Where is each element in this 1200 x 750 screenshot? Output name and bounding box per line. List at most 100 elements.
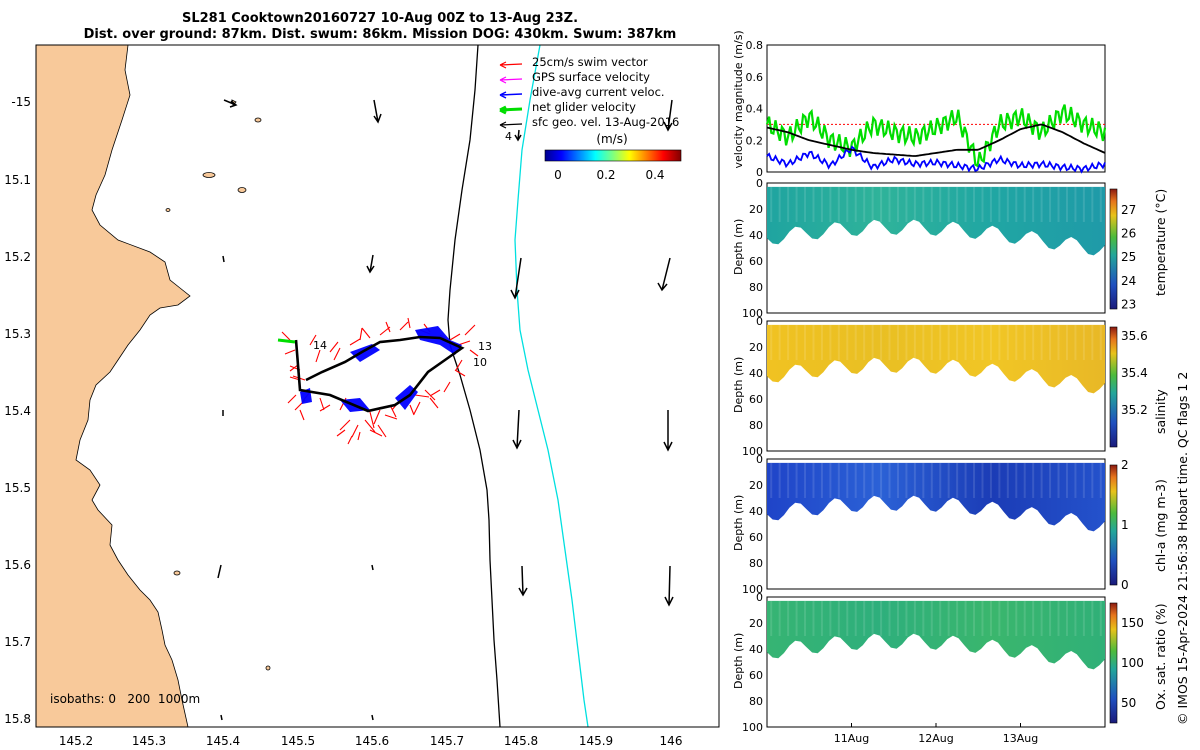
section-cbar-tick: 150 [1121,616,1144,630]
figure-subtitle: Dist. over ground: 87km. Dist. swum: 86k… [83,27,677,42]
section-data-field [767,462,1105,532]
track-label-13: 13 [478,340,492,353]
section-data-field [767,186,1105,256]
section-x-tick: 13Aug [1003,732,1038,745]
track-label-10: 10 [473,356,487,369]
colorbar-title: (m/s) [596,132,627,146]
map-y-tick: 15.3 [4,327,31,341]
section-y-tick: 0 [756,315,763,328]
section-y-tick: 100 [742,721,763,734]
section-cbar-label: temperature (°C) [1153,189,1168,296]
section-y-tick: 60 [749,255,763,268]
isobaths-label: isobaths: 0 200 1000m [50,692,200,706]
section-cbar-label: salinity [1153,389,1168,434]
legend-swim: 25cm/s swim vector [532,55,648,69]
velocity-series-sfc-geo-vel- [766,123,1106,157]
section-cbar-tick: 24 [1121,274,1136,288]
map-frame [35,44,720,728]
section-y-label: Depth (m) [732,495,745,551]
map-y-tick: 15.2 [4,250,31,264]
section-colorbar [1109,602,1118,724]
section-cbar-tick: 25 [1121,250,1136,264]
section-y-label: Depth (m) [732,219,745,275]
map-x-tick: 145.8 [504,734,538,748]
map-y-tick: 15.6 [4,558,31,572]
island [173,570,181,576]
section-data-field [767,324,1105,394]
map-y-tick: 15.4 [4,404,31,418]
legend-gps-icon [499,76,523,84]
velocity-y-tick: 0.8 [746,39,764,52]
legend-geo-icon [499,121,523,129]
section-cbar-tick: 26 [1121,227,1136,241]
section-cbar-tick: 0 [1121,578,1129,592]
section-cbar-tick: 35.6 [1121,329,1148,343]
section-y-label: Depth (m) [732,633,745,689]
section-y-tick: 100 [742,307,763,320]
island [202,172,216,178]
section-y-tick: 80 [749,557,763,570]
section-y-tick: 80 [749,695,763,708]
colorbar-tick: 0.2 [596,168,615,182]
map-x-tick: 145.7 [430,734,464,748]
map-colorbar: (m/s) 0 0.2 0.4 [544,132,682,182]
section-cbar-tick: 35.2 [1121,403,1148,417]
section-panel-2: 0 20 40 60 80 100 Depth (m) 35.2 35.4 35.6 salinit… [732,315,1168,458]
map-x-tick: 145.5 [281,734,315,748]
colorbar-tick: 0.4 [645,168,664,182]
island [265,665,271,671]
island [237,187,247,193]
section-y-tick: 80 [749,419,763,432]
section-cbar-tick: 100 [1121,656,1144,670]
legend-gps: GPS surface velocity [532,70,650,84]
legend-net-icon [499,105,523,115]
footer-credit: © IMOS 15-Apr-2024 21:56:38 Hobart time.… [1175,372,1190,725]
land-mass [36,45,191,727]
section-y-tick: 40 [749,367,763,380]
map-y-axis: -15 15.1 15.2 15.3 15.4 15.5 15.6 15.7 1… [4,95,31,726]
section-y-tick: 0 [756,453,763,466]
section-x-tick: 11Aug [834,732,869,745]
island [165,208,171,212]
legend-net: net glider velocity [532,100,636,114]
section-y-tick: 20 [749,617,763,630]
section-cbar-tick: 23 [1121,297,1136,311]
map-panel: 14 13 10 4 145.2 145.3 145.4 145.5 145.6… [4,44,720,748]
map-x-tick: 145.6 [355,734,389,748]
section-y-tick: 20 [749,479,763,492]
velocity-y-tick: 0.6 [746,71,764,84]
section-cbar-label: chl-a (mg m-3) [1153,479,1168,572]
map-x-tick: 145.4 [206,734,240,748]
section-y-tick: 100 [742,445,763,458]
section-data-field [767,600,1105,670]
colorbar-gradient [544,149,682,162]
section-cbar-tick: 50 [1121,696,1136,710]
section-cbar-tick: 1 [1121,518,1129,532]
section-colorbar [1109,326,1118,448]
section-colorbar [1109,188,1118,310]
section-panel-1: 0 20 40 60 80 100 Depth (m) 23 24 25 26 27 temperatu… [732,177,1168,320]
colorbar-tick: 0 [554,168,562,182]
island [254,117,262,123]
legend-current: dive-avg current veloc. [532,85,665,99]
section-y-tick: 20 [749,341,763,354]
map-y-tick: -15 [11,95,31,109]
glider-track [294,335,465,413]
velocity-y-tick: 0.4 [746,103,764,116]
track-label-4: 4 [505,130,512,143]
legend-current-icon [499,91,523,99]
section-cbar-tick: 35.4 [1121,366,1148,380]
velocity-y-tick: 0.2 [746,134,764,147]
section-y-tick: 40 [749,505,763,518]
section-colorbar [1109,464,1118,586]
section-x-tick: 12Aug [918,732,953,745]
section-y-tick: 80 [749,281,763,294]
section-panel-4: 0 20 40 60 80 100 Depth (m) 50 100 150 Ox. sat. ra… [732,591,1168,745]
velocity-series-net-glider-velocity [765,104,1107,168]
section-y-tick: 40 [749,229,763,242]
section-y-label: Depth (m) [732,357,745,413]
map-y-tick: 15.5 [4,481,31,495]
legend-geo: sfc geo. vel. 13-Aug-2016 [532,115,679,129]
